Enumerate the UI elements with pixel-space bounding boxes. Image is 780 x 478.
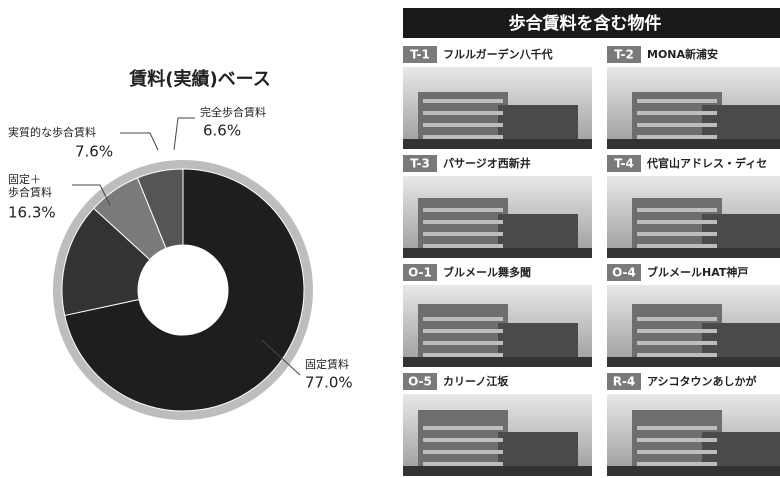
code-badge [607, 155, 641, 172]
property-code: R-4 [613, 375, 636, 389]
photo-ground [403, 139, 592, 149]
photo-ground [607, 139, 780, 149]
photo-window-row [423, 244, 503, 248]
photo-window-row [637, 426, 717, 430]
photo-ground [607, 248, 780, 258]
photo-window-row [637, 208, 717, 212]
chart-title: 賃料(実績)ベース [128, 68, 271, 90]
property-code: T-3 [410, 157, 430, 171]
property-name: アシコタウンあしかが [647, 374, 757, 388]
value-label: 6.6% [203, 122, 241, 140]
property-name: ブルメール舞多聞 [443, 265, 531, 279]
code-badge [403, 155, 437, 172]
value-label: 77.0% [305, 374, 353, 392]
property-code: O-4 [612, 266, 636, 280]
property-grid: T-1 フルルガーデン八千代 T-2 MONA新浦安 T-3 パサージオ西新井 T-4 代官山… [403, 46, 780, 476]
photo-window-row [423, 135, 503, 139]
photo-window-row [637, 111, 717, 115]
photo-window-row [423, 450, 503, 454]
property-code: O-5 [408, 375, 432, 389]
property-code: T-1 [410, 48, 430, 62]
code-badge [403, 264, 437, 281]
leader-line [261, 339, 301, 376]
code-badge [607, 373, 641, 390]
photo-ground [607, 466, 780, 476]
photo-window-row [423, 111, 503, 115]
photo-window-row [423, 232, 503, 236]
photo-window-row [637, 220, 717, 224]
leader-line [173, 117, 195, 151]
photo-window-row [637, 438, 717, 442]
leader-line [120, 132, 159, 151]
value-label: 7.6% [75, 143, 113, 161]
property-name: フルルガーデン八千代 [443, 47, 553, 61]
value-label: 16.3% [8, 204, 56, 222]
code-badge [607, 46, 641, 63]
photo-window-row [423, 220, 503, 224]
photo-window-row [423, 341, 503, 345]
photo-window-row [423, 99, 503, 103]
photo-window-row [637, 123, 717, 127]
category-label: 完全歩合賃料 [200, 105, 266, 119]
photo-ground [403, 248, 592, 258]
code-badge [403, 46, 437, 63]
photo-window-row [423, 353, 503, 357]
photo-window-row [423, 329, 503, 333]
photo-window-row [423, 438, 503, 442]
property-code: T-4 [614, 157, 634, 171]
code-badge [607, 264, 641, 281]
photo-window-row [637, 135, 717, 139]
header-title: 歩合賃料を含む物件 [509, 13, 662, 34]
leader-line [72, 184, 111, 206]
photo-ground [607, 357, 780, 367]
photo-window-row [423, 426, 503, 430]
code-badge [403, 373, 437, 390]
property-name: パサージオ西新井 [443, 156, 531, 170]
photo-window-row [637, 341, 717, 345]
property-code: T-2 [614, 48, 634, 62]
property-name: MONA新浦安 [647, 47, 718, 61]
photo-window-row [637, 99, 717, 103]
category-label: 固定＋歩合賃料 [8, 172, 52, 199]
property-code: O-1 [408, 266, 432, 280]
property-name: ブルメールHAT神戸 [647, 265, 748, 279]
donut-hole [138, 245, 228, 335]
photo-window-row [637, 244, 717, 248]
category-label: 固定賃料 [305, 357, 349, 371]
photo-window-row [637, 317, 717, 321]
photo-window-row [637, 353, 717, 357]
photo-window-row [637, 232, 717, 236]
photo-window-row [423, 123, 503, 127]
category-label: 実質的な歩合賃料 [8, 125, 96, 139]
property-name: 代官山アドレス・ディセ [646, 156, 767, 170]
property-name: カリーノ江坂 [443, 374, 509, 388]
photo-window-row [423, 462, 503, 466]
header-bar [403, 8, 780, 38]
photo-window-row [637, 329, 717, 333]
photo-window-row [637, 462, 717, 466]
photo-window-row [637, 450, 717, 454]
photo-ground [403, 357, 592, 367]
photo-window-row [423, 317, 503, 321]
photo-ground [403, 466, 592, 476]
photo-window-row [423, 208, 503, 212]
